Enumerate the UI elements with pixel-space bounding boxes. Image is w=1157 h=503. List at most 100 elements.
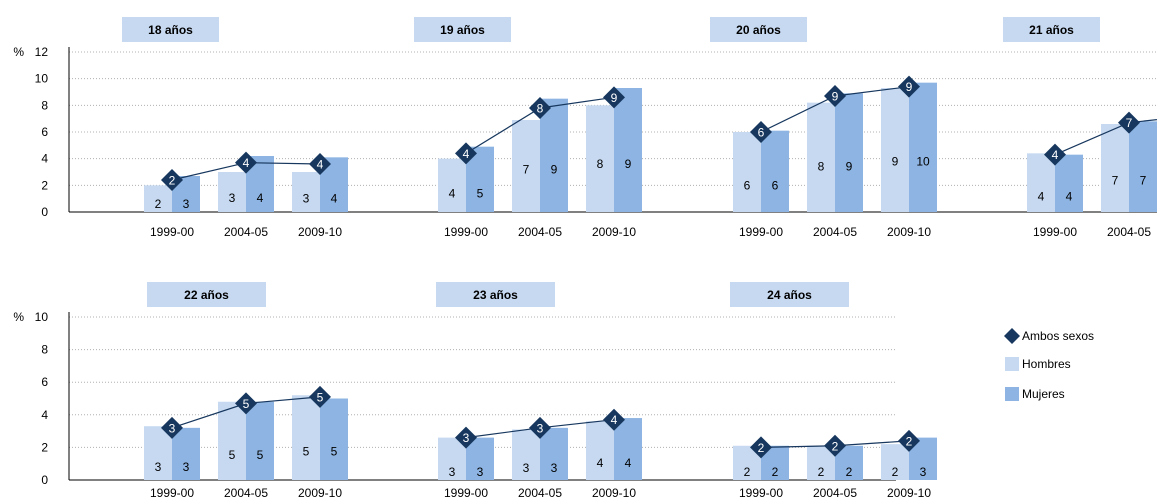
bar-hombres <box>218 401 246 480</box>
panel-title-background <box>710 17 807 42</box>
bar-label-mujeres: 4 <box>257 191 264 205</box>
bar-mujeres <box>1055 154 1083 212</box>
label-ambos-sexos: 3 <box>169 421 176 435</box>
bar-hombres <box>1027 153 1055 212</box>
bar-label-hombres: 4 <box>449 186 456 200</box>
marker-ambos-sexos <box>235 392 257 415</box>
marker-ambos-sexos <box>455 426 477 449</box>
bar-label-hombres: 2 <box>892 465 899 479</box>
bar-hombres <box>1101 124 1129 212</box>
label-ambos-sexos: 4 <box>317 158 324 172</box>
legend-marker-hombres <box>1005 357 1019 371</box>
bar-hombres <box>512 120 540 212</box>
bar-label-mujeres: 5 <box>477 186 484 200</box>
y-tick-label: 4 <box>41 152 48 166</box>
bar-label-mujeres: 4 <box>1066 190 1073 204</box>
x-tick-label: 2004-05 <box>518 486 562 500</box>
x-tick-label: 1999-00 <box>150 225 194 239</box>
bar-hombres <box>438 437 466 480</box>
bar-label-hombres: 9 <box>892 154 899 168</box>
bar-hombres <box>512 429 540 480</box>
x-tick-label: 2004-05 <box>813 486 857 500</box>
panel-title-background <box>730 282 849 307</box>
bar-hombres <box>218 172 246 212</box>
bar-hombres <box>144 426 172 480</box>
x-tick-label: 1999-00 <box>444 486 488 500</box>
bar-label-mujeres: 5 <box>331 445 338 459</box>
bar-label-mujeres: 2 <box>772 465 779 479</box>
bar-label-hombres: 2 <box>744 465 751 479</box>
label-ambos-sexos: 4 <box>243 156 250 170</box>
bar-label-hombres: 3 <box>229 191 236 205</box>
label-ambos-sexos: 9 <box>832 90 839 104</box>
label-ambos-sexos: 3 <box>463 431 470 445</box>
y-tick-label: 2 <box>41 440 48 454</box>
bar-mujeres <box>466 437 494 480</box>
y-tick-label: 0 <box>41 205 48 219</box>
marker-ambos-sexos <box>529 416 551 439</box>
x-tick-label: 2004-05 <box>518 225 562 239</box>
label-ambos-sexos: 4 <box>611 413 618 427</box>
bar-label-hombres: 3 <box>155 460 162 474</box>
bar-mujeres <box>246 401 274 480</box>
bar-mujeres <box>540 427 568 480</box>
bar-label-mujeres: 9 <box>625 157 632 171</box>
panel-title-background <box>414 17 511 42</box>
x-tick-label: 1999-00 <box>150 486 194 500</box>
y-unit-label: % <box>13 45 24 59</box>
bar-label-hombres: 4 <box>597 456 604 470</box>
x-tick-label: 1999-00 <box>444 225 488 239</box>
y-tick-label: 10 <box>35 72 49 86</box>
bar-label-mujeres: 3 <box>920 465 927 479</box>
marker-ambos-sexos <box>161 169 183 191</box>
label-ambos-sexos: 8 <box>537 102 544 116</box>
label-ambos-sexos: 9 <box>611 91 618 105</box>
x-tick-label: 2004-05 <box>224 225 268 239</box>
bar-hombres <box>807 102 835 212</box>
bar-mujeres <box>320 398 348 480</box>
panel-title-background <box>1003 17 1100 42</box>
bar-label-hombres: 4 <box>1038 190 1045 204</box>
x-tick-label: 2009-10 <box>887 225 931 239</box>
label-ambos-sexos: 3 <box>537 421 544 435</box>
label-ambos-sexos: 2 <box>169 174 176 188</box>
marker-ambos-sexos <box>750 121 772 143</box>
bar-hombres <box>438 158 466 212</box>
panel-title: 24 años <box>767 288 812 302</box>
label-ambos-sexos: 2 <box>758 441 765 455</box>
bar-hombres <box>292 172 320 212</box>
bar-mujeres <box>1129 121 1157 212</box>
y-tick-label: 2 <box>41 178 48 192</box>
legend: Ambos sexos Hombres Mujeres <box>1004 328 1094 401</box>
label-ambos-sexos: 5 <box>317 390 324 404</box>
marker-ambos-sexos <box>309 153 331 175</box>
bar-label-hombres: 3 <box>523 461 530 475</box>
marker-ambos-sexos <box>824 85 846 107</box>
panel-title-background <box>122 17 219 42</box>
bar-mujeres <box>909 82 937 213</box>
x-tick-label: 2004-05 <box>1107 225 1151 239</box>
x-tick-label: 2009-10 <box>298 486 342 500</box>
bar-label-hombres: 5 <box>229 448 236 462</box>
x-tick-label: 2009-10 <box>592 486 636 500</box>
bar-label-mujeres: 7 <box>1140 174 1147 188</box>
bar-label-hombres: 7 <box>523 162 530 176</box>
y-tick-label: 6 <box>41 125 48 139</box>
bar-label-mujeres: 3 <box>551 461 558 475</box>
bar-hombres <box>144 185 172 212</box>
bar-label-mujeres: 3 <box>183 460 190 474</box>
panel-title: 22 años <box>184 288 229 302</box>
y-tick-label: 10 <box>35 310 49 324</box>
bar-hombres <box>881 444 909 480</box>
marker-ambos-sexos <box>898 75 920 98</box>
y-tick-label: 8 <box>41 98 48 112</box>
x-tick-label: 2004-05 <box>813 225 857 239</box>
bar-label-hombres: 3 <box>449 465 456 479</box>
x-tick-label: 2004-05 <box>224 486 268 500</box>
label-ambos-sexos: 4 <box>1052 148 1059 162</box>
bar-label-mujeres: 9 <box>846 160 853 174</box>
label-ambos-sexos: 2 <box>832 439 839 453</box>
x-tick-label: 1999-00 <box>1033 225 1077 239</box>
marker-ambos-sexos <box>161 416 183 439</box>
panel-title-background <box>147 282 266 307</box>
